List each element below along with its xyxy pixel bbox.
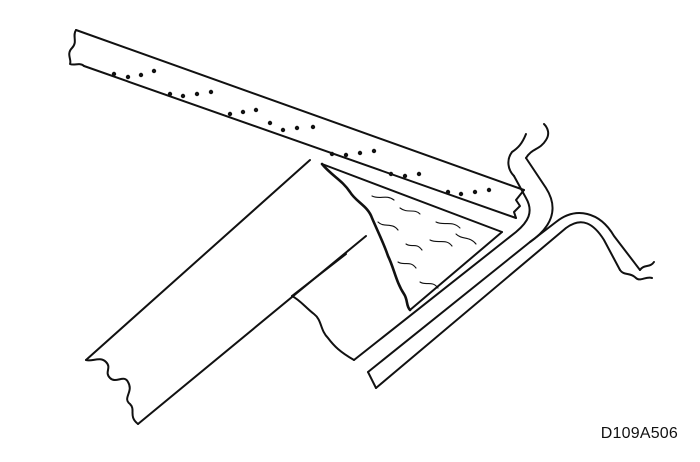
molding-torn-right-b: [639, 261, 655, 271]
sealant-rough-edge: [320, 162, 412, 312]
sealant-top-edge: [321, 163, 503, 233]
figure-code-label: D109A506: [600, 425, 678, 442]
upper-strip-bottom-edge: [83, 65, 517, 219]
upper-strip-right-end: [513, 189, 525, 219]
molding-torn-top-b: [525, 123, 550, 159]
molding-outer-line-b: [529, 212, 641, 271]
lower-panel-left-edge: [85, 159, 311, 361]
backing-layer: [291, 253, 355, 361]
lower-panel: [85, 159, 367, 425]
upper-strip-top-edge: [75, 29, 525, 191]
sealant-texture: [371, 195, 477, 289]
molding-torn-right-a: [619, 269, 653, 281]
upper-strip-torn-end: [68, 29, 85, 67]
lower-panel-torn-end: [85, 358, 139, 425]
upper-strip: [68, 29, 525, 219]
molding-outer-line-a: [375, 221, 621, 389]
adhesive-dots: [111, 68, 492, 197]
molding-torn-top-a: [507, 133, 527, 177]
backing-layer-top-edge: [291, 253, 347, 297]
backing-layer-torn-edge: [291, 295, 355, 361]
molding-bottom-cap-a: [367, 371, 377, 389]
sealant-right-edge: [409, 231, 503, 311]
sealant-wedge: [320, 162, 503, 312]
molding-channel: [353, 123, 655, 389]
molding-inner-line-a: [353, 175, 531, 361]
